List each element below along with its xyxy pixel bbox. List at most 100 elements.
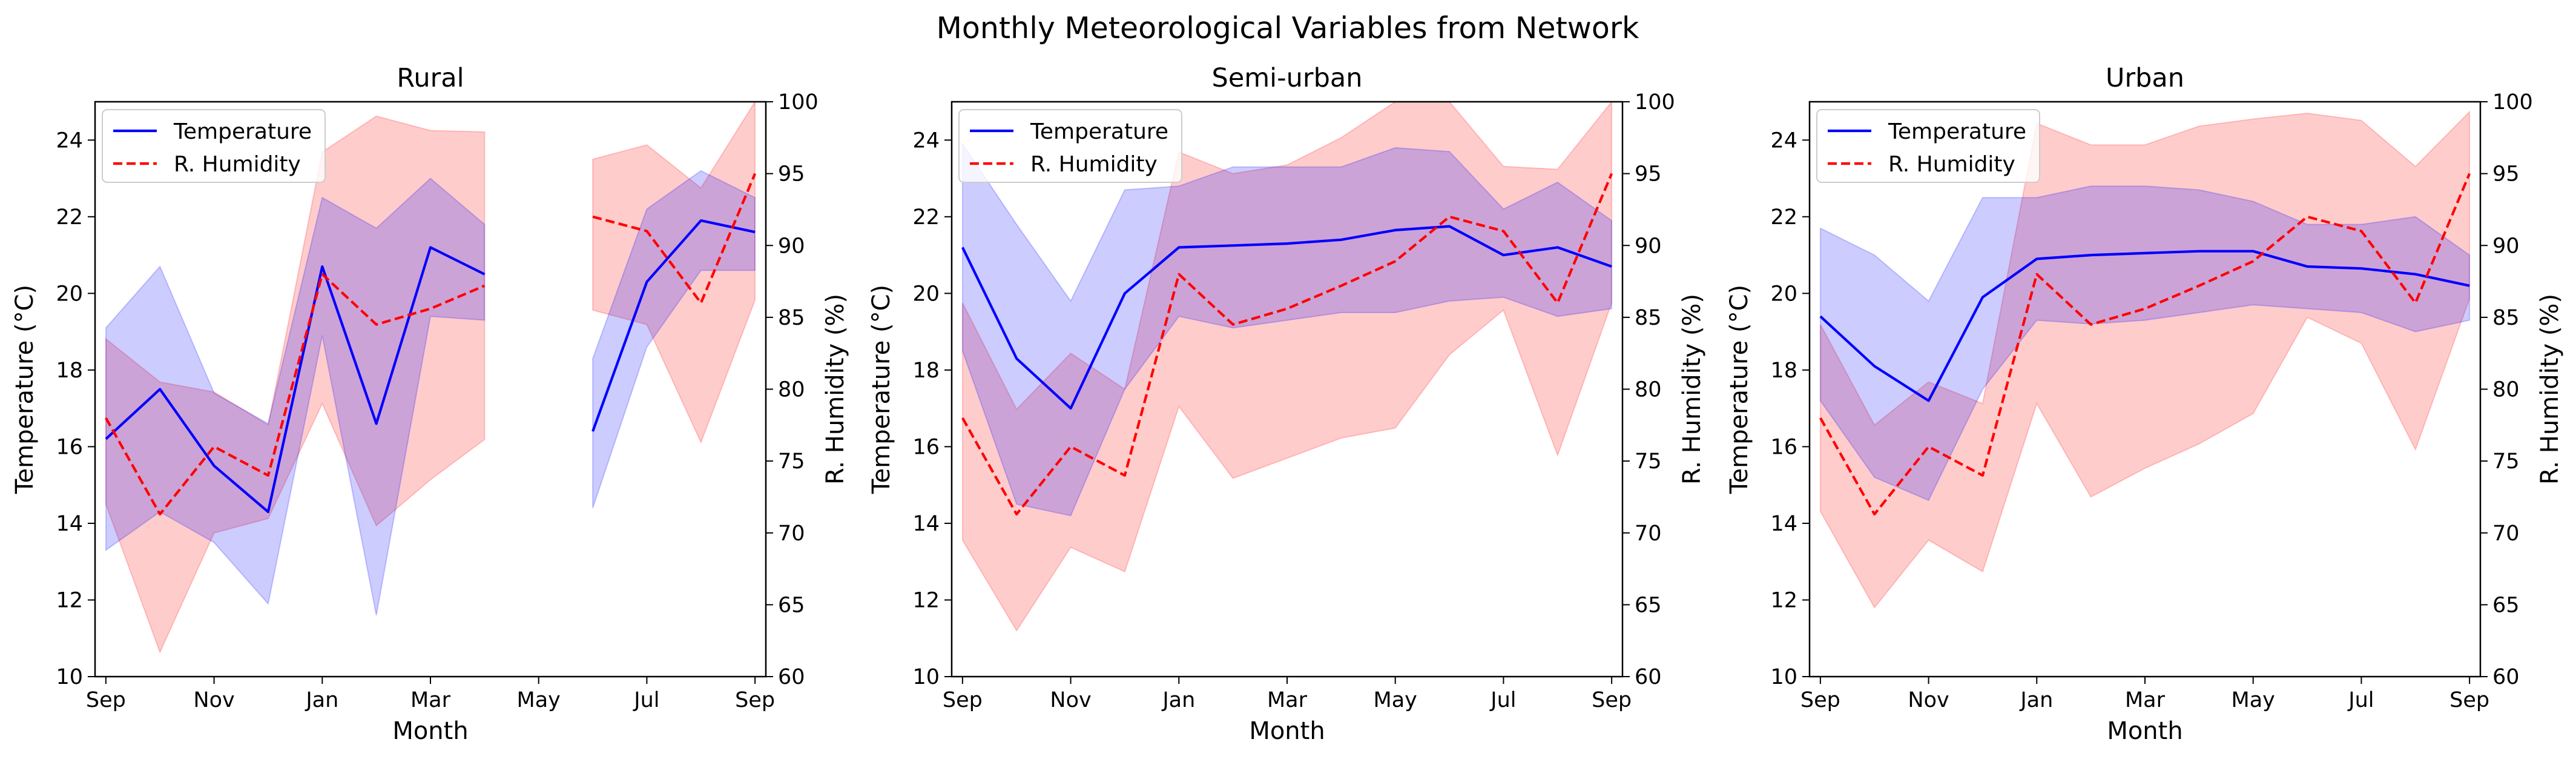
plot-area bbox=[105, 102, 757, 654]
panel-title: Urban bbox=[2106, 63, 2184, 93]
y2-tick-label: 65 bbox=[2492, 593, 2520, 617]
y2-tick-label: 65 bbox=[778, 593, 805, 617]
humidity-band-1 bbox=[592, 102, 756, 444]
y2-tick-label: 75 bbox=[1635, 449, 1662, 474]
humidity-line-0 bbox=[105, 273, 486, 516]
y2-tick-label: 85 bbox=[778, 306, 805, 330]
y2-tick-label: 60 bbox=[778, 665, 805, 689]
y2-tick-label: 95 bbox=[1635, 162, 1662, 187]
y-tick-label: 20 bbox=[1770, 282, 1797, 306]
y-tick-label: 16 bbox=[912, 435, 940, 459]
panel-rural: Sep Nov Jan Mar May Jul Sep1012141618202224606… bbox=[11, 63, 849, 745]
y-tick-label: 18 bbox=[1770, 359, 1797, 383]
panel-title: Semi-urban bbox=[1212, 63, 1363, 93]
y-tick-label: 14 bbox=[912, 512, 940, 536]
x-tick-label: Nov bbox=[1050, 688, 1091, 712]
y2-tick-label: 100 bbox=[2492, 90, 2533, 114]
panel-semi-urban: Sep Nov Jan Mar May Jul Sep1012141618202224606… bbox=[868, 63, 1706, 745]
panel-urban: Sep Nov Jan Mar May Jul Sep1012141618202224606… bbox=[1725, 63, 2564, 745]
y-tick-label: 22 bbox=[56, 205, 83, 230]
y2-tick-label: 80 bbox=[2492, 378, 2520, 402]
y2-tick-label: 85 bbox=[1635, 306, 1662, 330]
x-tick-label: Mar bbox=[410, 688, 451, 712]
y2-tick-label: 80 bbox=[778, 378, 805, 402]
y2-tick-label: 90 bbox=[778, 234, 805, 258]
y2-tick-label: 75 bbox=[2492, 449, 2520, 474]
humidity-band-0 bbox=[1819, 110, 2471, 609]
x-tick-label: Nov bbox=[193, 688, 234, 712]
humidity-line-0 bbox=[1819, 173, 2471, 516]
y2-tick-label: 100 bbox=[1635, 90, 1675, 114]
y-tick-label: 22 bbox=[1770, 205, 1797, 230]
y2-tick-label: 85 bbox=[2492, 306, 2520, 330]
legend: Temperature R. Humidity bbox=[1816, 109, 2040, 183]
y2-tick-label: 70 bbox=[2492, 522, 2520, 546]
x-tick-label: Sep bbox=[943, 688, 983, 712]
y2-tick-label: 65 bbox=[1635, 593, 1662, 617]
x-tick-label: Jul bbox=[1489, 688, 1516, 712]
x-tick-label: May bbox=[1374, 688, 1417, 712]
x-tick-label: Sep bbox=[735, 688, 775, 712]
y2-tick-label: 100 bbox=[778, 90, 819, 114]
y2-tick-label: 60 bbox=[1635, 665, 1662, 689]
x-tick-label: May bbox=[2232, 688, 2275, 712]
legend-humidity-label: R. Humidity bbox=[174, 152, 301, 177]
x-tick-label: Jul bbox=[633, 688, 659, 712]
x-tick-label: Mar bbox=[2125, 688, 2166, 712]
y-tick-label: 18 bbox=[56, 359, 83, 383]
x-tick-label: Mar bbox=[1267, 688, 1308, 712]
y-tick-label: 24 bbox=[1770, 128, 1797, 153]
y-tick-label: 12 bbox=[1770, 588, 1797, 612]
temperature-line-1 bbox=[591, 219, 756, 432]
x-tick-label: Jan bbox=[305, 688, 338, 712]
y2-axis-label: R. Humidity (%) bbox=[822, 294, 849, 485]
x-tick-label: Jan bbox=[2019, 688, 2053, 712]
y2-axis-label: R. Humidity (%) bbox=[1678, 294, 1706, 485]
y-tick-label: 10 bbox=[56, 665, 83, 689]
y2-tick-label: 60 bbox=[2492, 665, 2520, 689]
y-tick-label: 10 bbox=[912, 665, 940, 689]
x-tick-label: Sep bbox=[86, 688, 126, 712]
y2-tick-label: 70 bbox=[778, 522, 805, 546]
plot-area bbox=[961, 102, 1613, 632]
legend-box bbox=[958, 109, 1182, 183]
y-tick-label: 16 bbox=[56, 435, 83, 459]
humidity-band-0 bbox=[961, 102, 1613, 632]
y2-tick-label: 70 bbox=[1635, 522, 1662, 546]
legend-temperature-label: Temperature bbox=[173, 119, 312, 144]
x-tick-label: Sep bbox=[1592, 688, 1632, 712]
y-axis-label: Temperature (°C) bbox=[11, 285, 39, 494]
plot-area bbox=[1819, 110, 2471, 609]
temperature-line-0 bbox=[105, 246, 486, 514]
y-tick-label: 16 bbox=[1770, 435, 1797, 459]
x-tick-label: Nov bbox=[1908, 688, 1949, 712]
temperature-line-0 bbox=[1819, 250, 2470, 402]
x-tick-label: Sep bbox=[2449, 688, 2489, 712]
legend-temperature-label: Temperature bbox=[1030, 119, 1168, 144]
y2-tick-label: 80 bbox=[1635, 378, 1662, 402]
y2-axis-label: R. Humidity (%) bbox=[2536, 294, 2564, 485]
chart-panels: Sep Nov Jan Mar May Jul Sep1012141618202224606… bbox=[11, 63, 2564, 745]
legend-box bbox=[102, 109, 326, 183]
y-axis-label: Temperature (°C) bbox=[1725, 285, 1753, 494]
y-tick-label: 12 bbox=[56, 588, 83, 612]
y-axis-label: Temperature (°C) bbox=[868, 285, 895, 494]
y-tick-label: 12 bbox=[912, 588, 940, 612]
x-tick-label: Sep bbox=[1800, 688, 1840, 712]
temperature-band-0 bbox=[1819, 185, 2471, 502]
y2-tick-label: 75 bbox=[778, 449, 805, 474]
y-tick-label: 24 bbox=[56, 128, 83, 153]
y-tick-label: 18 bbox=[912, 359, 940, 383]
y-tick-label: 20 bbox=[56, 282, 83, 306]
x-tick-label: May bbox=[517, 688, 561, 712]
panel-title: Rural bbox=[397, 63, 464, 93]
y2-tick-label: 90 bbox=[2492, 234, 2520, 258]
x-axis-label: Month bbox=[1249, 717, 1325, 745]
legend-humidity-label: R. Humidity bbox=[1888, 152, 2015, 177]
y2-tick-label: 95 bbox=[2492, 162, 2520, 187]
temperature-band-0 bbox=[961, 142, 1613, 517]
y2-tick-label: 90 bbox=[1635, 234, 1662, 258]
y-tick-label: 14 bbox=[56, 512, 83, 536]
y-tick-label: 22 bbox=[912, 205, 940, 230]
